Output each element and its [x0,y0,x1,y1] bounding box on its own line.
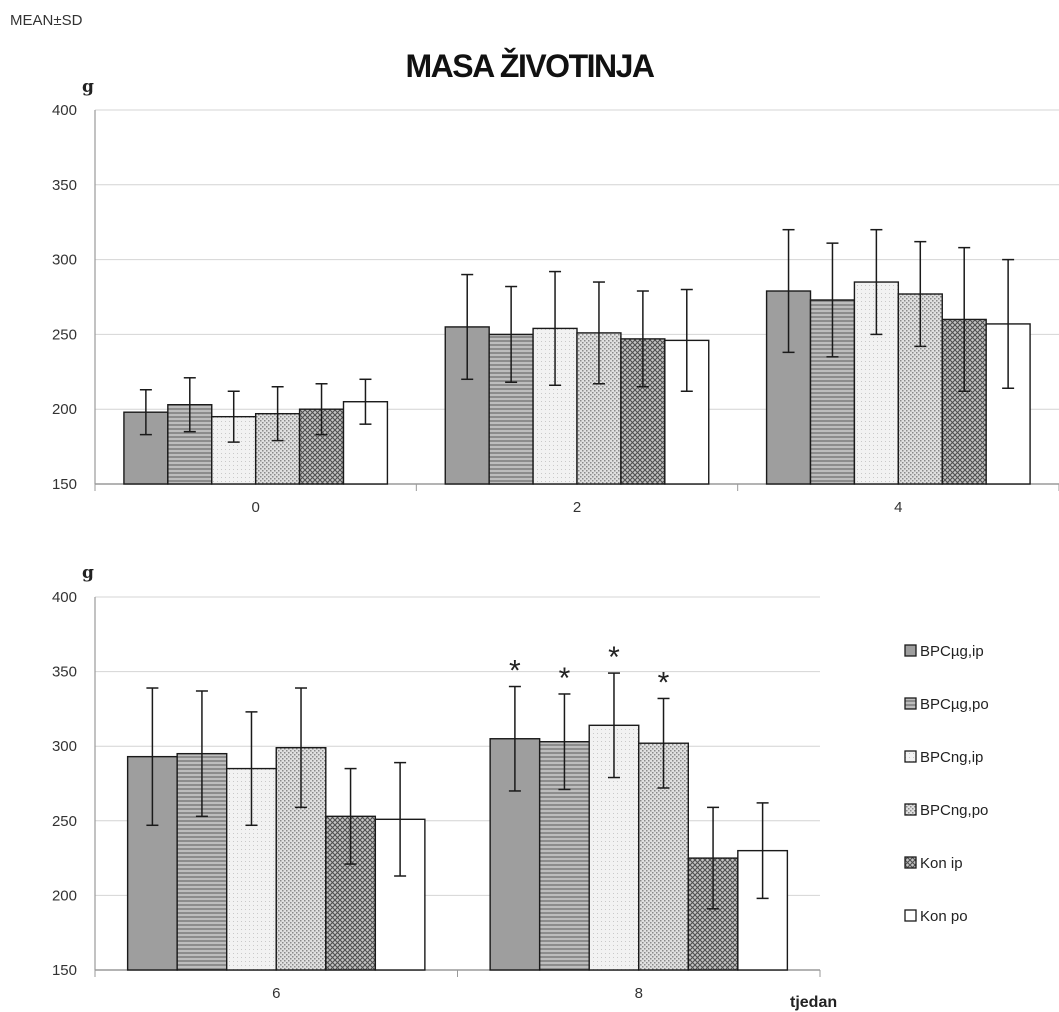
legend-item-bpc-g-po: BPCµg,po [904,696,989,713]
statistic-label: MEAN±SD [10,12,83,29]
error-bar-bpcng-ip-4 [870,228,883,336]
error-bar-bpcng-po-6 [295,687,308,809]
y-tick-label-300: 300 [52,252,77,269]
error-bar-bpcng-ip-8 [607,672,620,779]
legend-swatch [904,856,917,869]
y-tick-label-400: 400 [52,589,77,606]
legend-swatch [904,697,917,710]
x-tick-label-2: 2 [573,499,581,516]
legend-item-kon-po: Kon po [904,908,968,925]
error-bar-kon-ip-2 [636,290,649,388]
error-bar-bpc-g-ip-8 [508,685,521,792]
error-bar-bpc-g-ip-4 [782,228,795,354]
y-tick-label-250: 250 [52,326,77,343]
legend-item-bpc-g-ip: BPCµg,ip [904,643,984,660]
legend-label: BPCµg,ip [920,643,984,660]
y-tick-label-150: 150 [52,476,77,493]
y-tick-label-150: 150 [52,962,77,979]
bar-bpcng-po-8 [638,742,689,971]
error-bar-bpcng-ip-6 [245,711,258,827]
legend-label: BPCng,ip [920,749,983,766]
bar-bpcng-po-0 [254,412,301,485]
error-bar-kon-po-6 [394,761,407,877]
y-tick-label-350: 350 [52,664,77,681]
error-bar-bpc-g-po-8 [558,693,571,791]
error-bar-kon-ip-8 [707,806,720,910]
error-bar-bpcng-po-2 [592,281,605,385]
panel-bottom: 150 200 250 300 350 400 g 6 8 * * * * tjedan [52,563,837,1011]
significance-marker: * [559,662,571,695]
error-bar-kon-ip-6 [344,767,357,865]
legend-swatch [904,750,917,763]
x-tick-label-0: 0 [251,499,259,516]
y-tick-label-250: 250 [52,813,77,830]
significance-marker: * [509,655,521,688]
x-tick-label-8: 8 [635,985,643,1002]
legend-label: BPCng,po [920,802,988,819]
y-tick-label-350: 350 [52,177,77,194]
y-tick-label-400: 400 [52,102,77,119]
legend-swatch [904,803,917,816]
legend-swatch [904,644,917,657]
legend-item-kon-ip: Kon ip [904,855,963,872]
legend-label: Kon ip [920,855,963,872]
error-bar-bpcng-po-4 [914,240,927,348]
legend: BPCµg,ip BPCµg,po BPCng,ip BPCng,po Kon ip Ko… [904,643,989,925]
error-bar-kon-ip-0 [315,383,328,436]
error-bar-bpcng-po-8 [657,697,670,789]
legend-item-bpcng-ip: BPCng,ip [904,749,983,766]
x-tick-label-6: 6 [272,985,280,1002]
panel-top: 150 200 250 300 350 400 g 0 2 4 [52,77,1059,516]
error-bar-bpcng-ip-2 [549,270,562,387]
error-bar-kon-ip-4 [958,246,971,392]
y-axis-label: g [82,77,94,97]
y-tick-label-200: 200 [52,887,77,904]
error-bar-kon-po-8 [756,802,769,900]
y-tick-label-200: 200 [52,401,77,418]
legend-label: BPCµg,po [920,696,989,713]
error-bar-bpc-g-ip-2 [461,273,474,381]
y-axis-label: g [82,563,94,583]
legend-item-bpcng-po: BPCng,po [904,802,988,819]
significance-marker: * [658,666,670,699]
x-tick-label-4: 4 [894,499,902,516]
error-bar-bpc-g-po-4 [826,242,839,358]
error-bar-bpcng-ip-0 [227,390,240,443]
x-axis-label: tjedan [790,994,837,1011]
error-bar-kon-po-0 [359,378,372,425]
error-bar-bpc-g-po-6 [195,690,208,818]
significance-marker: * [608,641,620,674]
error-bar-bpc-g-ip-0 [139,389,152,436]
error-bar-bpc-g-po-0 [183,377,196,433]
legend-label: Kon po [920,908,968,925]
error-bar-bpcng-po-0 [271,386,284,442]
chart-title: MASA ŽIVOTINJA [405,48,655,84]
error-bar-bpc-g-ip-6 [146,687,159,827]
legend-swatch [904,909,917,922]
error-bar-kon-po-4 [1002,258,1015,390]
error-bar-kon-po-2 [680,288,693,392]
y-tick-label-300: 300 [52,738,77,755]
error-bar-bpc-g-po-2 [505,285,518,384]
